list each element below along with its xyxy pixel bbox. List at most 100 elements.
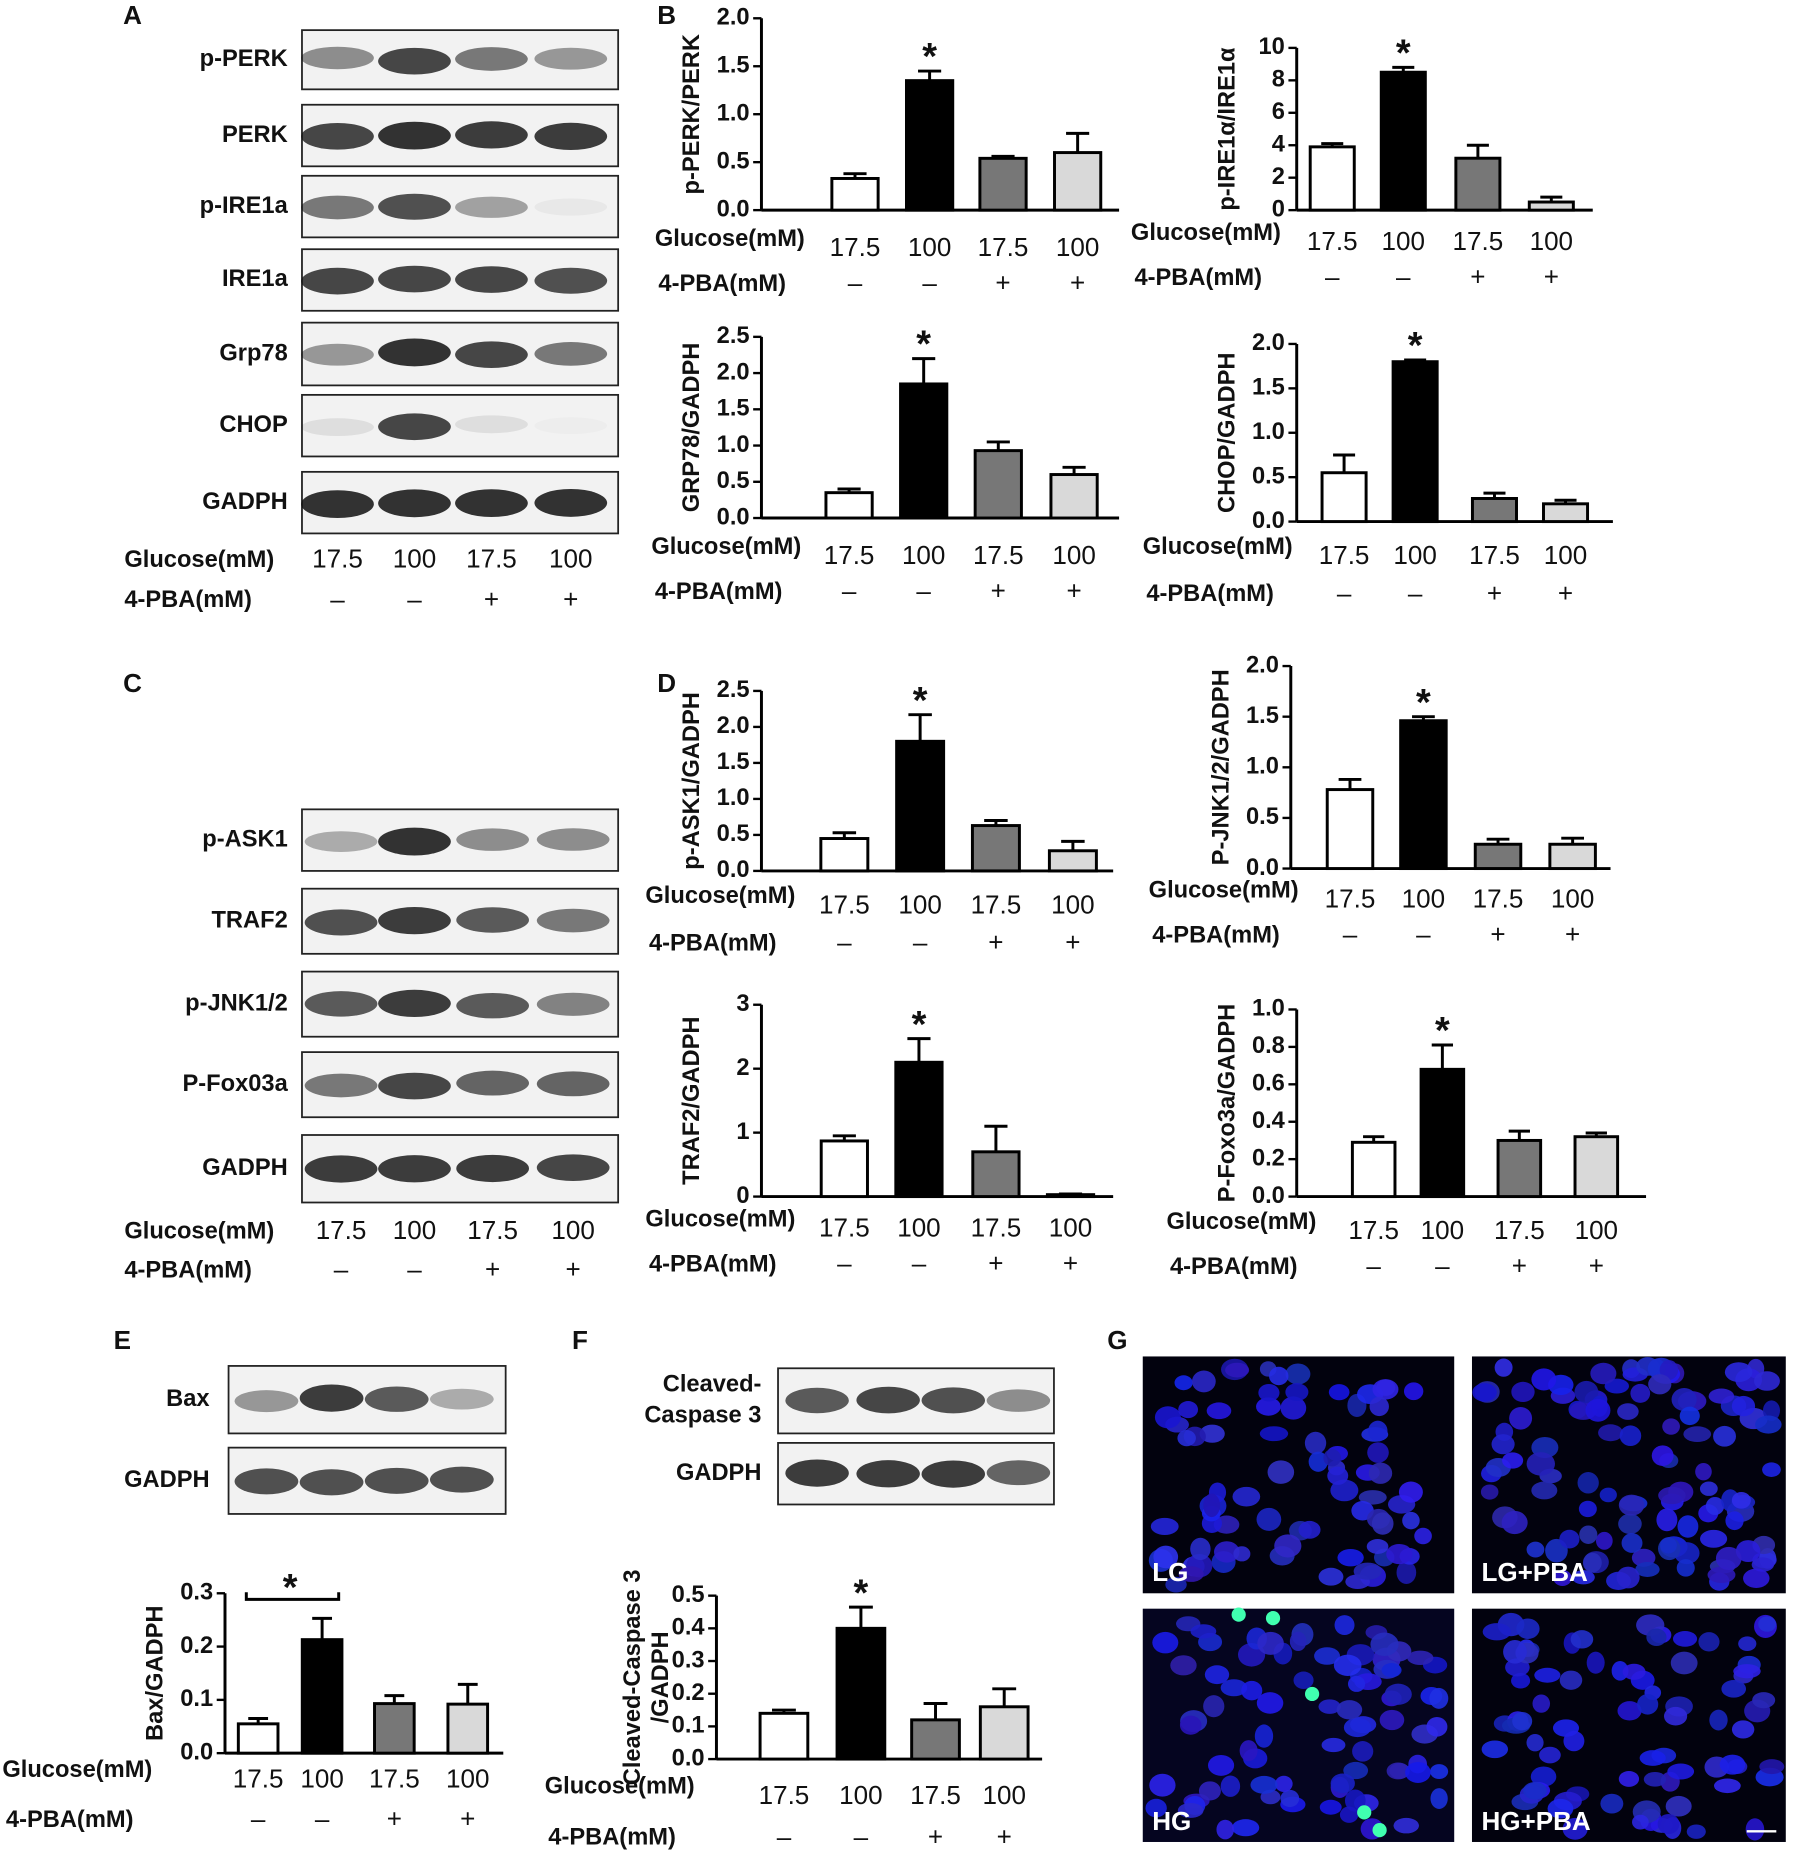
blot-band [299, 1469, 364, 1496]
blot-band [856, 1386, 920, 1414]
nucleus [1630, 1383, 1651, 1403]
nucleus [1343, 1717, 1372, 1738]
nucleus [1339, 1806, 1359, 1823]
condition-label: 4-PBA(mM) [124, 1257, 252, 1283]
x-tick-label: 17.5 [824, 540, 875, 570]
x-tick-label: 100 [446, 1763, 489, 1793]
treatment-value: – [854, 1821, 869, 1851]
nucleus [1672, 1631, 1698, 1647]
nucleus [1674, 1542, 1700, 1565]
nucleus [1646, 1628, 1667, 1647]
y-tick-label: 2.0 [717, 5, 750, 31]
y-tick-label: 0.5 [717, 148, 750, 174]
nucleus [1582, 1552, 1602, 1573]
glucose-value: 17.5 [467, 1215, 518, 1245]
nucleus [1709, 1709, 1728, 1731]
band-label: p-ASK1 [202, 826, 287, 852]
blot-band [378, 1072, 451, 1100]
nucleus [1651, 1445, 1674, 1466]
blot-band [921, 1460, 986, 1488]
x-axis-label: Glucose(mM) [651, 534, 801, 560]
x-tick-label: 100 [839, 1780, 882, 1810]
nucleus [1617, 1701, 1642, 1721]
bar [1053, 151, 1103, 212]
panel-label: C [123, 668, 142, 698]
y-tick-label: 1 [736, 1119, 749, 1145]
nucleus [1662, 1418, 1680, 1435]
nucleus [1695, 1462, 1712, 1481]
nucleus [1407, 1650, 1434, 1666]
treatment-value: + [1487, 578, 1502, 608]
blot-band [378, 1155, 451, 1183]
nucleus [1683, 1426, 1712, 1442]
treatment-label: 4-PBA(mM) [649, 931, 777, 957]
glucose-value: 17.5 [316, 1215, 367, 1245]
nucleus [1220, 1679, 1248, 1697]
nucleus [1323, 1449, 1341, 1467]
blot-band [856, 1460, 920, 1488]
nucleus [1559, 1529, 1580, 1549]
blot-frame [301, 808, 620, 872]
nucleus [1619, 1425, 1642, 1447]
x-axis-label: Glucose(mM) [645, 1207, 795, 1233]
x-tick-label: 17.5 [910, 1780, 961, 1810]
nucleus [1754, 1371, 1780, 1391]
x-tick-label: 17.5 [1494, 1215, 1545, 1245]
nucleus [1705, 1496, 1725, 1516]
nucleus [1177, 1430, 1196, 1447]
y-tick-label: 0.5 [717, 468, 750, 494]
blot-band [299, 1384, 364, 1412]
nucleus [1358, 1490, 1387, 1505]
nucleus [1659, 1360, 1679, 1380]
glucose-value: 17.5 [312, 544, 363, 574]
nucleus [1632, 1814, 1649, 1830]
blot-band [378, 47, 451, 75]
treatment-value: + [1565, 919, 1580, 949]
significance-mark: * [913, 680, 928, 722]
treatment-value: + [988, 1248, 1003, 1278]
nucleus [1347, 1675, 1366, 1692]
treatment-label: 4-PBA(mM) [1146, 581, 1274, 607]
y-tick-label: 1.5 [717, 53, 750, 79]
nucleus [1369, 1396, 1389, 1417]
nucleus [1334, 1615, 1355, 1635]
nucleus [1600, 1793, 1624, 1814]
y-tick-label: 1.5 [717, 749, 750, 775]
treatment-value: – [837, 927, 852, 957]
y-tick-label: 0.0 [1252, 508, 1285, 534]
x-tick-label: 100 [1056, 232, 1099, 262]
nucleus [1708, 1388, 1735, 1404]
nucleus [1414, 1527, 1432, 1545]
blot-band [534, 198, 608, 216]
y-tick-label: 6 [1272, 99, 1285, 125]
y-tick-label: 4 [1272, 131, 1286, 157]
bar [1573, 1135, 1620, 1199]
bar [835, 1626, 887, 1761]
blot-band [456, 828, 529, 851]
blot-band [455, 266, 528, 293]
y-tick-label: 2.5 [717, 323, 750, 349]
y-tick-label: 0.5 [672, 1582, 705, 1608]
nucleus [1318, 1699, 1341, 1714]
nucleus [1590, 1362, 1617, 1385]
band-label: Bax [166, 1386, 209, 1412]
nucleus [1752, 1692, 1776, 1709]
treatment-value: – [777, 1821, 792, 1851]
significance-mark: * [1396, 33, 1411, 75]
bar [1308, 145, 1356, 212]
nucleus [1192, 1370, 1216, 1393]
y-tick-label: 0.5 [1252, 463, 1285, 489]
blot-band [534, 122, 608, 151]
treatment-value: – [842, 576, 857, 606]
nucleus [1203, 1695, 1225, 1718]
bar [758, 1711, 810, 1761]
y-tick-label: 0.0 [717, 504, 750, 530]
nucleus [1759, 1759, 1785, 1775]
treatment-label: 4-PBA(mM) [658, 271, 786, 297]
y-tick-label: 2.5 [717, 677, 750, 703]
blot-band [378, 989, 451, 1018]
x-axis-label: Glucose(mM) [655, 226, 805, 252]
blot-frame [301, 393, 620, 458]
nucleus [1289, 1631, 1307, 1652]
